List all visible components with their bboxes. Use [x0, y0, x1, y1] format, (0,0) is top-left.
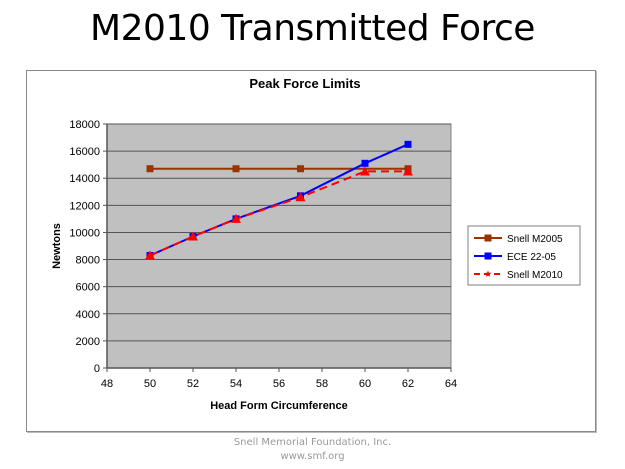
plot-area — [106, 123, 452, 369]
y-tick-label: 8000 — [76, 255, 100, 267]
legend-item-snell-m2005: Snell M2005 — [474, 234, 563, 245]
y-tick-label: 14000 — [69, 173, 100, 185]
data-point-snell-m2010 — [360, 166, 370, 176]
series-snell-m2010 — [145, 166, 413, 260]
data-point-snell-m2005 — [146, 165, 154, 173]
series-group — [145, 140, 413, 260]
x-tick-labels: 48 50 52 54 56 58 60 62 64 — [101, 378, 457, 390]
gridlines — [107, 123, 451, 342]
data-point-snell-m2010 — [403, 166, 413, 176]
y-tick-label: 2000 — [76, 336, 100, 348]
chart-title: Peak Force Limits — [249, 76, 360, 91]
legend-label: Snell M2005 — [507, 234, 563, 245]
series-line-snell-m2010 — [149, 170, 408, 257]
legend-item-snell-m2010: Snell M2010 — [474, 270, 563, 281]
legend-marker — [484, 252, 492, 260]
legend: Snell M2005 ECE 22-05 Snell M2010 — [467, 225, 581, 286]
y-tick-label: 0 — [94, 363, 100, 375]
data-point-snell-m2005 — [232, 165, 240, 173]
x-tick-label: 48 — [101, 378, 113, 390]
x-tick-label: 60 — [359, 378, 371, 390]
data-point-snell-m2010 — [145, 250, 155, 260]
y-tick-label: 4000 — [76, 309, 100, 321]
data-point-snell-m2005 — [297, 165, 304, 173]
x-tick-label: 52 — [187, 378, 199, 390]
legend-marker — [484, 270, 492, 277]
data-point-ece-22-05 — [404, 140, 412, 148]
data-point-snell-m2010 — [295, 192, 306, 202]
slide-title: M2010 Transmitted Force — [90, 8, 535, 49]
x-tick-label: 62 — [402, 378, 414, 390]
y-tick-label: 10000 — [69, 227, 100, 239]
data-point-ece-22-05 — [361, 159, 369, 167]
x-tick-label: 56 — [273, 378, 285, 390]
x-axis-label: Head Form Circumference — [210, 400, 348, 412]
axes — [103, 123, 452, 372]
y-tick-label: 12000 — [69, 200, 100, 212]
y-tick-label: 16000 — [69, 146, 100, 158]
x-tick-label: 50 — [144, 378, 156, 390]
x-tick-label: 64 — [445, 378, 457, 390]
footer-organization: Snell Memorial Foundation, Inc. — [233, 437, 392, 448]
footer-website: www.smf.org — [280, 451, 345, 462]
y-tick-label: 6000 — [76, 282, 100, 294]
data-point-snell-m2010 — [231, 213, 241, 223]
x-tick-label: 58 — [316, 378, 328, 390]
legend-label: Snell M2010 — [507, 270, 563, 281]
legend-marker — [484, 234, 492, 242]
x-tick-label: 54 — [230, 378, 242, 390]
data-point-snell-m2010 — [188, 231, 198, 241]
legend-item-ece-22-05: ECE 22-05 — [474, 252, 556, 263]
legend-label: ECE 22-05 — [507, 252, 556, 263]
y-tick-label: 18000 — [69, 119, 100, 131]
y-axis-label: Newtons — [51, 223, 63, 269]
y-tick-labels: 0 2000 4000 6000 8000 10000 12000 14000 16000 180… — [69, 119, 100, 375]
